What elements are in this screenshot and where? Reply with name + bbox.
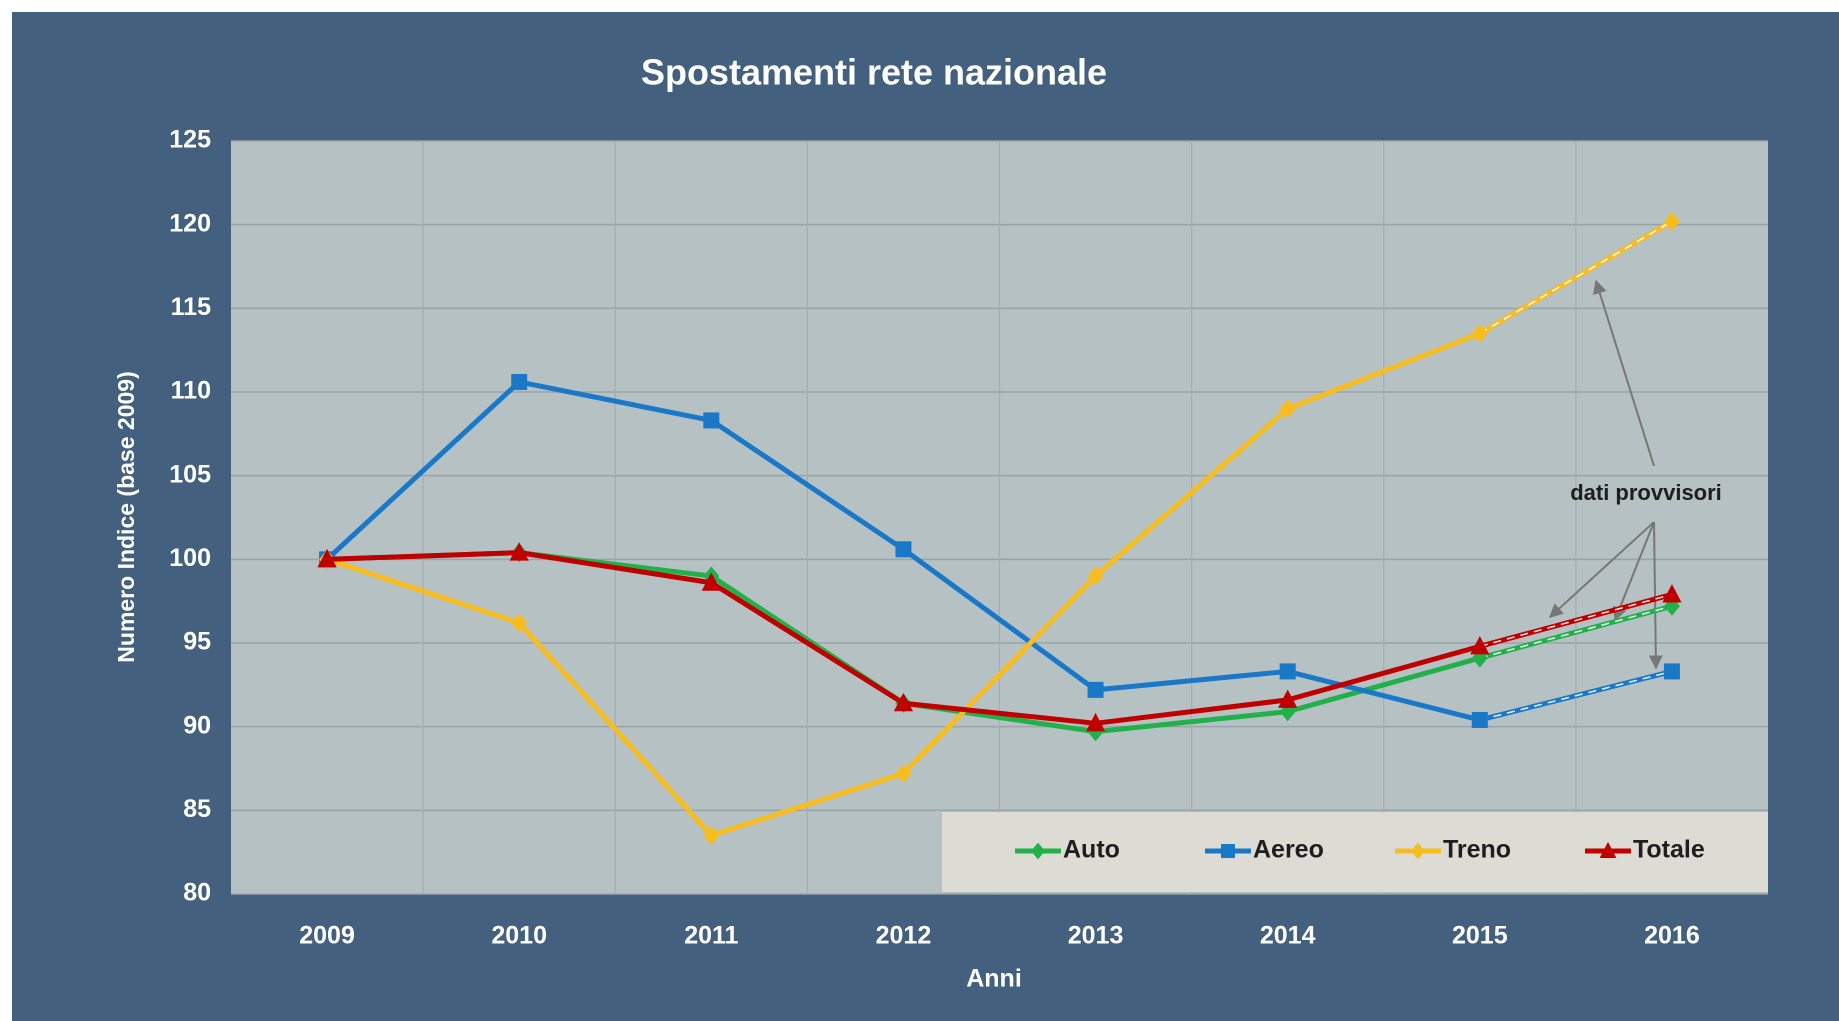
marker (893, 692, 914, 712)
marker (1662, 584, 1682, 603)
marker (511, 613, 528, 633)
series-line-provisional-dash (1479, 605, 1673, 659)
marker (1279, 702, 1296, 722)
annotation: dati provvisori (1570, 480, 1722, 505)
legend-label: Auto (1063, 836, 1120, 864)
marker (1278, 689, 1298, 708)
y-tick-label: 100 (169, 544, 211, 572)
x-tick-label: 2012 (876, 922, 932, 950)
marker (511, 373, 528, 390)
x-tick-label: 2010 (491, 922, 547, 950)
chart-title: Spostamenti rete nazionale (641, 52, 1107, 93)
y-tick-label: 95 (183, 628, 211, 656)
marker (1031, 842, 1045, 860)
marker (701, 572, 721, 591)
x-tick-label: 2011 (684, 922, 738, 950)
marker (1221, 844, 1235, 858)
marker (1471, 711, 1488, 728)
y-tick-label: 110 (171, 377, 211, 405)
y-tick-label: 80 (183, 879, 211, 907)
x-tick-label: 2016 (1644, 922, 1700, 950)
series-line-provisional-dash (1479, 220, 1673, 335)
y-axis-label: Numero Indice (base 2009) (113, 371, 139, 662)
y-tick-label: 125 (169, 126, 211, 154)
legend-label: Totale (1633, 836, 1705, 864)
legend-label: Treno (1443, 836, 1511, 864)
marker (1663, 211, 1680, 231)
marker (317, 548, 337, 568)
x-tick-label: 2009 (299, 922, 355, 950)
marker (1279, 663, 1296, 680)
grid (231, 140, 1768, 895)
y-tick-label: 90 (183, 711, 211, 739)
x-tick-label: 2015 (1452, 922, 1508, 950)
marker (1663, 663, 1680, 680)
marker (703, 412, 720, 429)
marker (509, 542, 529, 561)
x-tick-label: 2013 (1068, 922, 1124, 950)
marker (703, 825, 720, 846)
marker (895, 541, 912, 558)
annotation-arrows (1548, 279, 1663, 670)
series-line-provisional-dash (1479, 670, 1673, 721)
marker (1087, 566, 1104, 586)
legend-label: Aereo (1253, 836, 1324, 864)
series-line-provisional-dash (1479, 593, 1673, 648)
marker (1470, 635, 1490, 655)
marker (1599, 841, 1617, 858)
x-axis-label: Anni (966, 965, 1022, 993)
y-tick-label: 115 (171, 293, 211, 321)
y-tick-label: 105 (169, 460, 211, 488)
marker (1085, 712, 1106, 732)
marker (895, 763, 912, 784)
marker (1411, 842, 1425, 860)
marker (1471, 323, 1488, 344)
y-tick-label: 120 (169, 209, 211, 237)
x-tick-label: 2014 (1260, 922, 1316, 950)
y-tick-label: 85 (183, 795, 211, 823)
marker (1087, 681, 1104, 698)
marker (1279, 399, 1296, 419)
